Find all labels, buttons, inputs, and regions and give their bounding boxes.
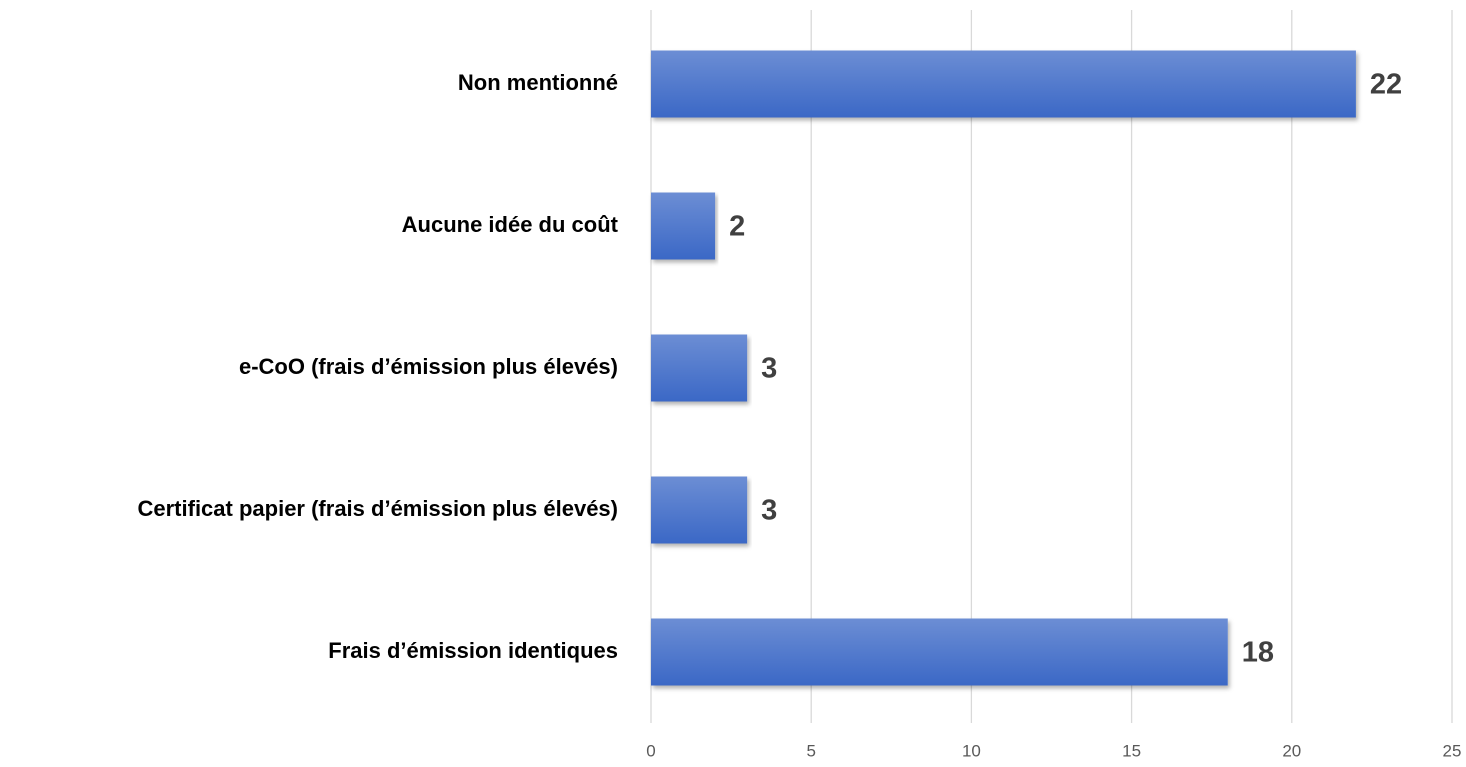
x-tick-label: 25 — [1443, 741, 1462, 760]
x-tick-label: 10 — [962, 741, 981, 760]
y-tick-label: Certificat papier (frais d’émission plus… — [138, 496, 619, 521]
bar-highlight — [651, 476, 748, 544]
data-label: 3 — [761, 353, 777, 385]
data-label: 2 — [729, 211, 745, 243]
x-tick-label: 0 — [646, 741, 655, 760]
y-tick-label: Non mentionné — [458, 70, 618, 95]
data-label: 22 — [1370, 69, 1402, 101]
bar-highlight — [651, 618, 1228, 686]
x-tick-label: 5 — [806, 741, 815, 760]
data-label: 18 — [1242, 637, 1274, 669]
bar-highlight — [651, 334, 748, 402]
y-tick-label: Frais d’émission identiques — [328, 638, 618, 663]
x-tick-label: 15 — [1122, 741, 1141, 760]
y-tick-label: e-CoO (frais d’émission plus élevés) — [239, 354, 618, 379]
bar-highlight — [651, 50, 1356, 118]
x-tick-label: 20 — [1282, 741, 1301, 760]
bar-highlight — [651, 192, 716, 260]
y-tick-label: Aucune idée du coût — [402, 212, 619, 237]
data-label: 3 — [761, 495, 777, 527]
